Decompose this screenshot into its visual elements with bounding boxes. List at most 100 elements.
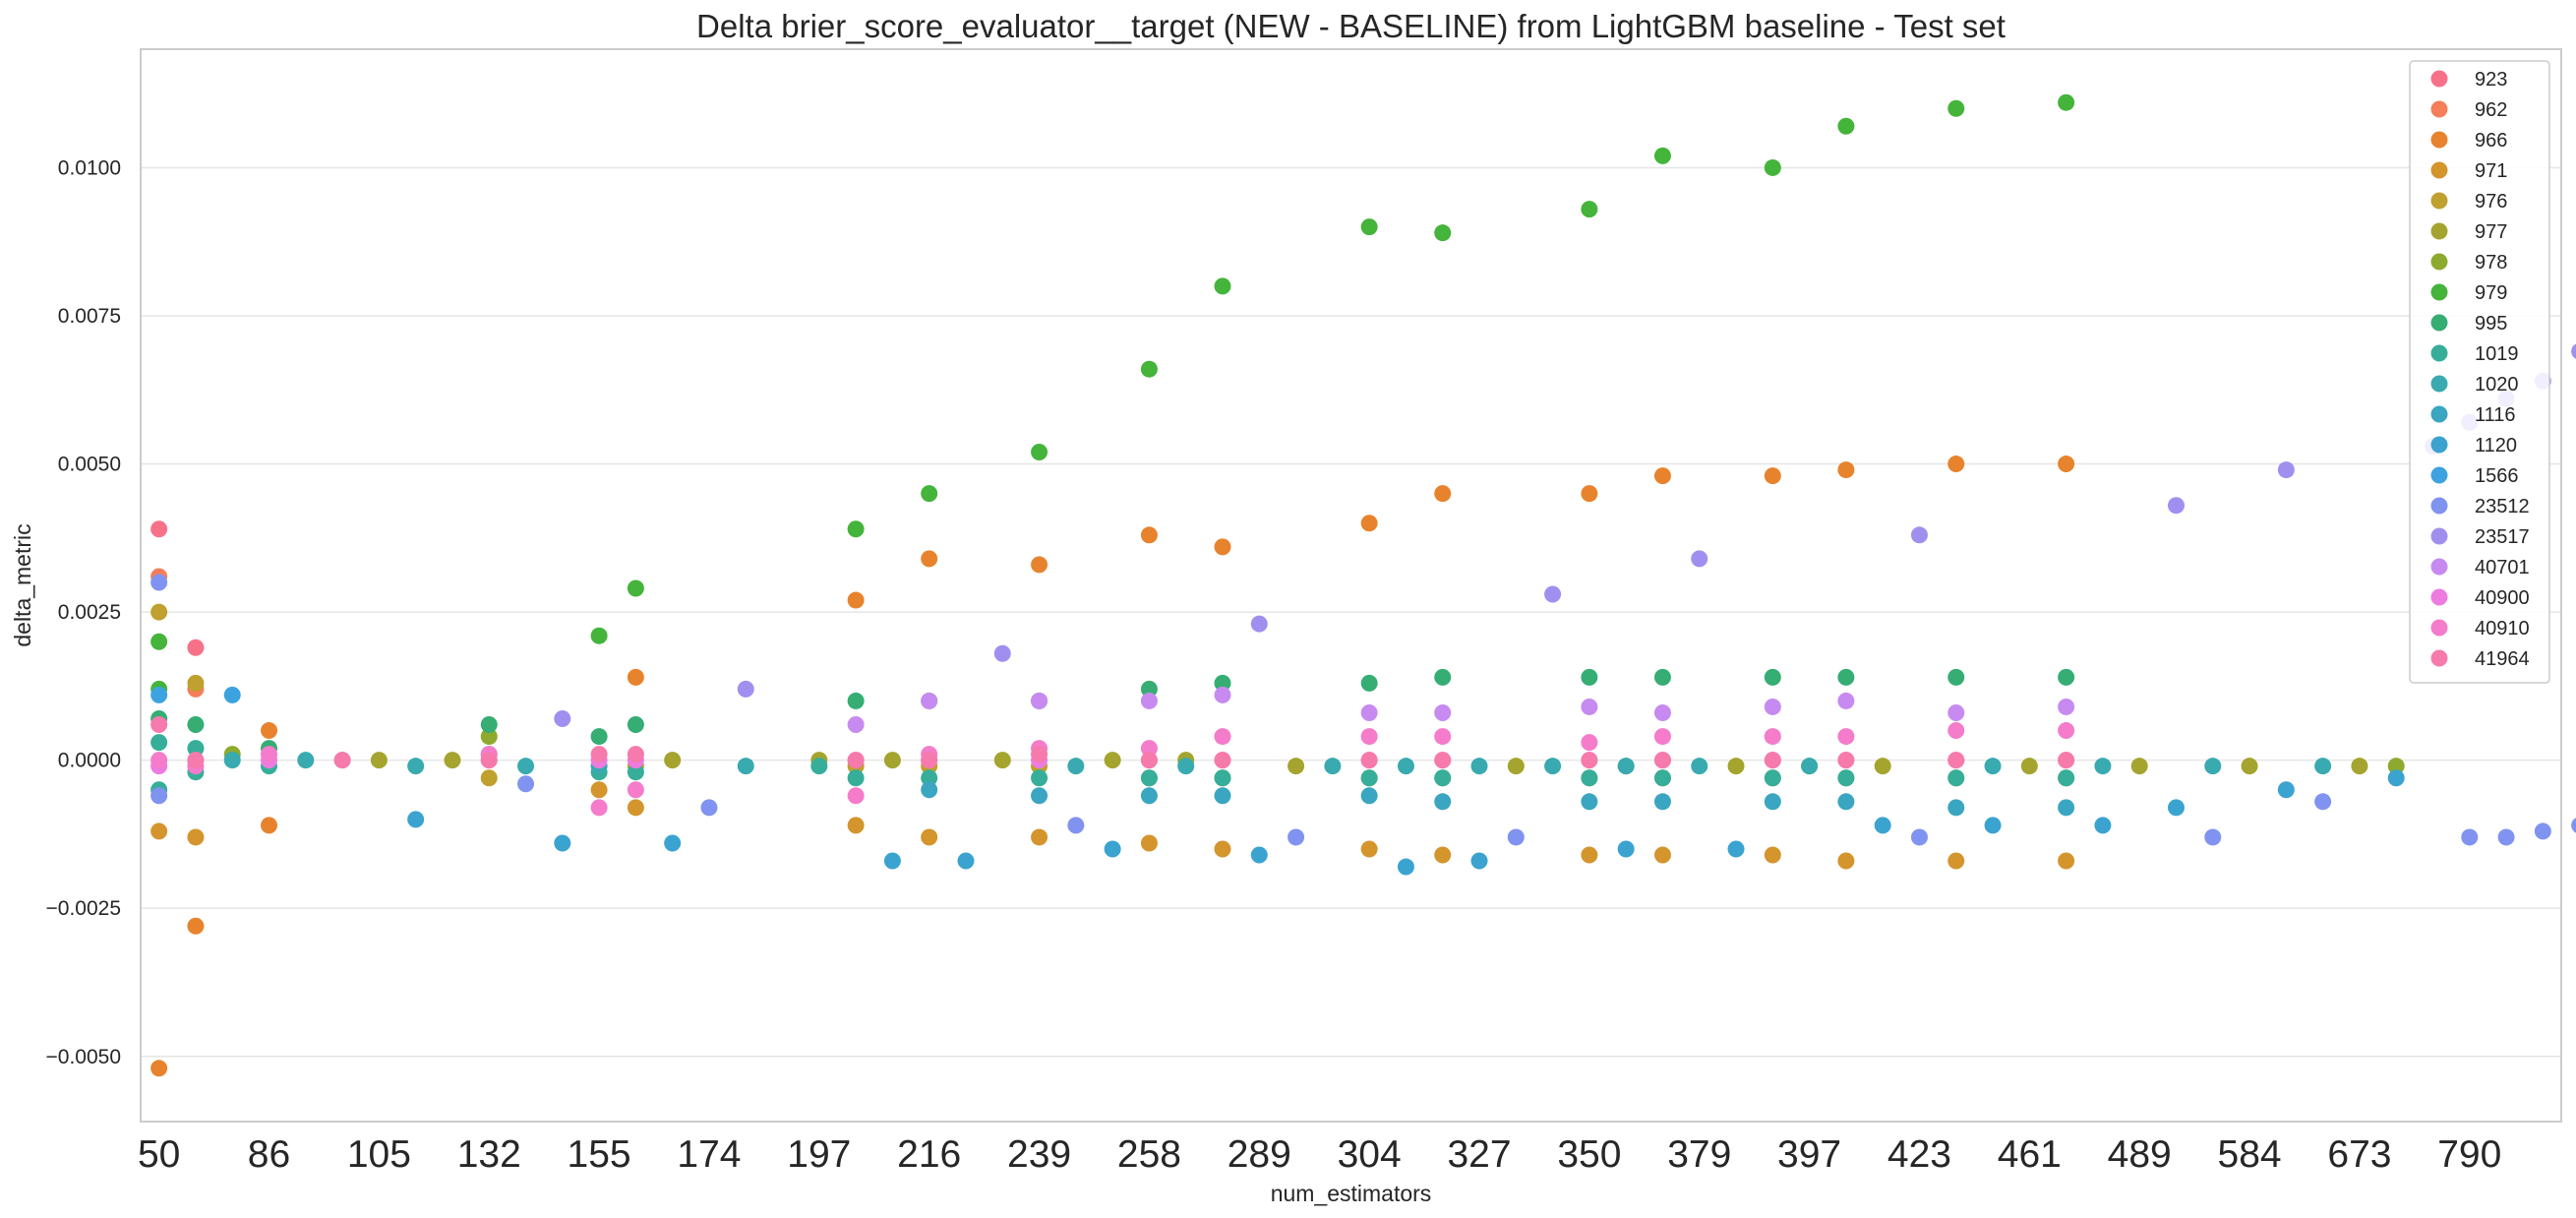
data-point: [1214, 728, 1231, 746]
data-point: [847, 769, 865, 787]
x-tick-label: 50: [138, 1133, 180, 1176]
data-point: [1104, 840, 1121, 858]
data-point: [187, 752, 205, 769]
legend-label: 976: [2475, 191, 2507, 213]
y-tick-label: 0.0075: [58, 305, 121, 328]
data-point: [517, 775, 535, 793]
data-point: [1470, 852, 1488, 870]
legend-label: 978: [2475, 252, 2507, 274]
data-point: [1067, 817, 1085, 834]
data-point: [1764, 769, 1781, 787]
data-point: [1653, 793, 1671, 811]
data-point: [590, 746, 608, 763]
legend-label: 23512: [2475, 496, 2530, 518]
legend-label: 995: [2475, 313, 2507, 335]
data-point: [1764, 467, 1781, 485]
data-point: [150, 822, 168, 840]
data-point: [2204, 758, 2222, 775]
legend-marker: [2430, 100, 2448, 118]
data-point: [1434, 793, 1452, 811]
data-point: [1288, 758, 1305, 775]
data-point: [1837, 728, 1855, 746]
data-point: [1140, 680, 1158, 698]
legend-label: 1020: [2475, 374, 2519, 396]
data-point: [1031, 692, 1048, 709]
legend-label: 1019: [2475, 343, 2519, 365]
data-point: [1581, 668, 1598, 686]
y-tick-label: 0.0050: [58, 454, 121, 476]
data-point: [1397, 758, 1414, 775]
legend: 923 962 966 971 976 977 978 979 995 1019 1020 1116 1…: [2409, 60, 2550, 684]
data-point: [1360, 218, 1378, 236]
data-point: [1544, 758, 1562, 775]
data-point: [1837, 117, 1855, 135]
legend-marker: [2430, 283, 2448, 301]
x-tick-labels: 50 86 105 132 155 174 197 216 239 258 289 304 327 350…: [138, 1133, 2501, 1176]
x-tick-label: 673: [2327, 1133, 2391, 1176]
series-977: [370, 752, 2368, 775]
data-point: [1031, 828, 1048, 846]
data-point: [187, 740, 205, 758]
data-point: [1910, 828, 1928, 846]
data-point: [2058, 93, 2075, 111]
data-point: [1140, 787, 1158, 805]
data-point: [1360, 752, 1378, 769]
data-point: [847, 817, 865, 834]
data-point: [370, 752, 388, 769]
data-point: [444, 752, 461, 769]
data-point: [187, 828, 205, 846]
data-point: [2130, 758, 2148, 775]
x-tick-label: 379: [1667, 1133, 1731, 1176]
data-point: [1140, 692, 1158, 709]
data-point: [847, 716, 865, 734]
x-tick-label: 289: [1228, 1133, 1291, 1176]
data-point: [1874, 758, 1891, 775]
data-point: [2314, 793, 2332, 811]
x-tick-label: 197: [787, 1133, 851, 1176]
x-axis-label: num_estimators: [1271, 1181, 1432, 1206]
legend-marker: [2430, 588, 2448, 606]
data-point: [223, 752, 241, 769]
data-point: [1837, 752, 1855, 769]
data-point: [1837, 461, 1855, 479]
data-point: [407, 758, 425, 775]
legend-marker: [2430, 466, 2448, 484]
data-point: [1214, 840, 1231, 858]
data-point: [627, 763, 644, 781]
data-point: [1691, 758, 1708, 775]
data-point: [1214, 277, 1231, 295]
data-point: [480, 769, 498, 787]
data-point: [480, 716, 498, 734]
data-point: [1360, 769, 1378, 787]
data-point: [150, 752, 168, 769]
data-point: [297, 752, 315, 769]
data-point: [2058, 852, 2075, 870]
y-tick-label: −0.0050: [46, 1046, 122, 1068]
data-point: [1947, 99, 1965, 117]
series-1116: [921, 781, 2075, 817]
chart-title: Delta brier_score_evaluator__target (NEW…: [696, 8, 2006, 44]
series-971: [150, 781, 2075, 870]
data-point: [187, 917, 205, 935]
data-point: [847, 520, 865, 538]
data-point: [2241, 758, 2258, 775]
data-point: [1947, 799, 1965, 817]
legend-marker: [2430, 253, 2448, 271]
series-1120: [407, 769, 2405, 876]
legend-marker: [2430, 70, 2448, 88]
series-41964: [150, 716, 2075, 769]
x-tick-label: 397: [1777, 1133, 1841, 1176]
data-point: [1581, 698, 1598, 715]
data-point: [921, 781, 938, 799]
data-point: [1360, 787, 1378, 805]
legend-marker: [2430, 344, 2448, 362]
legend-label: 962: [2475, 99, 2507, 121]
data-point: [847, 692, 865, 709]
data-point: [1360, 703, 1378, 721]
data-point: [1177, 758, 1195, 775]
data-point: [1434, 846, 1452, 864]
data-point: [407, 811, 425, 828]
x-tick-label: 423: [1887, 1133, 1951, 1176]
data-point: [1581, 752, 1598, 769]
